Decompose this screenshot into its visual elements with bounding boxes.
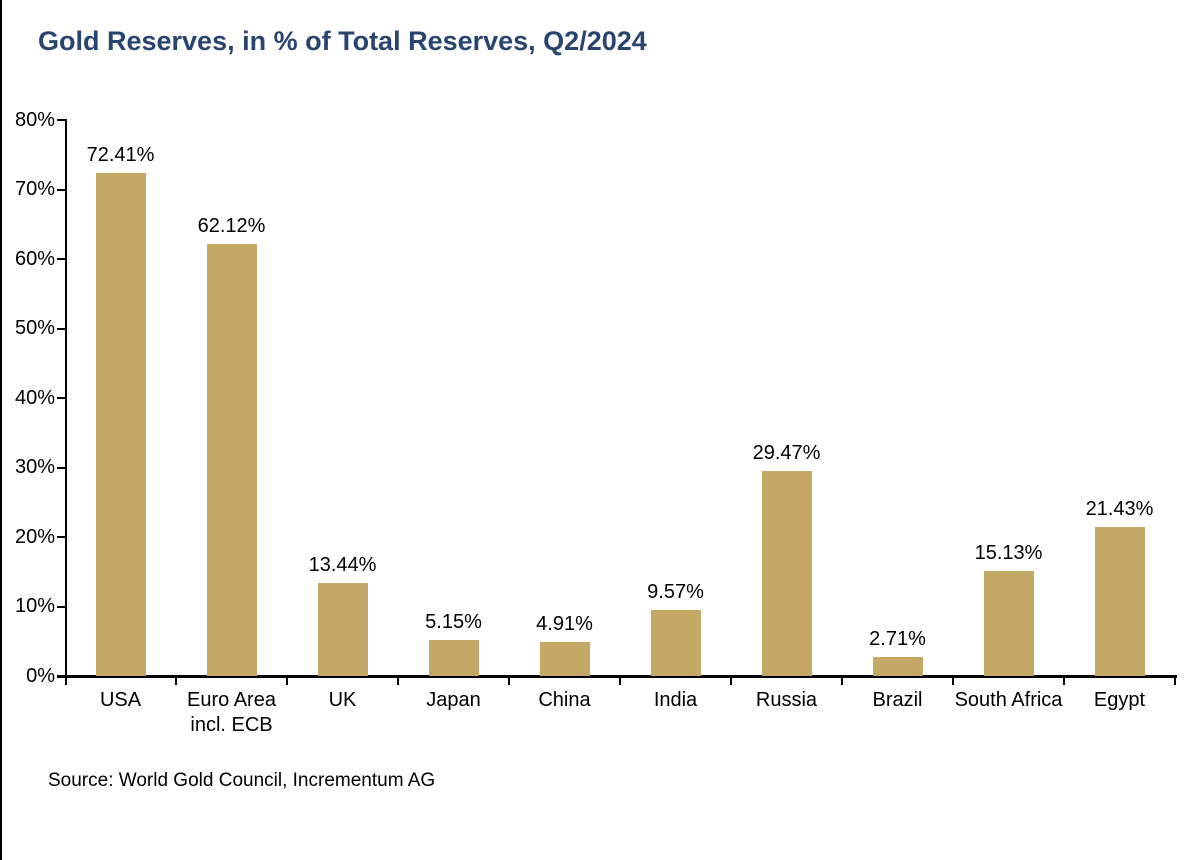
- x-axis-label-china: China: [538, 689, 591, 711]
- bar-euro-area-incl-ecb: [206, 244, 257, 676]
- y-axis-label-0: 0%: [26, 664, 55, 687]
- y-tick-30: [57, 466, 66, 469]
- x-tick-9: [1063, 675, 1065, 685]
- value-label-brazil: 2.71%: [869, 628, 926, 651]
- x-tick-0: [65, 675, 67, 685]
- bar-cell-south-africa: 15.13%: [953, 120, 1064, 676]
- x-axis-label-usa: USA: [99, 689, 142, 711]
- bar-uk: [317, 582, 368, 676]
- bar-south-africa: [983, 570, 1034, 676]
- x-tick-4: [508, 675, 510, 685]
- x-tick-3: [397, 675, 399, 685]
- bar-brazil: [872, 657, 923, 676]
- bar-cell-russia: 29.47%: [731, 120, 842, 676]
- x-axis-label-egypt: Egypt: [1093, 689, 1146, 711]
- x-axis-label-brazil: Brazil: [872, 689, 923, 711]
- y-tick-80: [57, 119, 66, 121]
- value-label-uk: 13.44%: [308, 553, 377, 576]
- x-tick-1: [175, 675, 177, 685]
- x-tick-2: [286, 675, 288, 685]
- bar-cell-brazil: 2.71%: [842, 120, 953, 676]
- x-axis-label-russia: Russia: [755, 689, 818, 711]
- x-tick-8: [952, 675, 954, 685]
- y-tick-0: [57, 675, 66, 677]
- y-tick-50: [57, 327, 66, 330]
- y-tick-60: [57, 258, 66, 260]
- x-axis-label-japan: Japan: [426, 689, 481, 711]
- bar-russia: [761, 471, 812, 676]
- x-axis-label-india: India: [653, 689, 698, 711]
- x-tick-10: [1174, 675, 1176, 685]
- x-axis-line: [57, 675, 1177, 678]
- y-axis-label-10: 10%: [14, 595, 55, 617]
- x-axis-label-south-africa: South Africa: [954, 689, 1063, 711]
- value-label-russia: 29.47%: [752, 442, 821, 465]
- bar-cell-euro-area-incl-ecb: 62.12%: [176, 120, 287, 676]
- y-axis-line: [65, 119, 67, 677]
- source-note: Source: World Gold Council, Incrementum …: [48, 770, 436, 791]
- value-label-euro-area-incl-ecb: 62.12%: [197, 215, 266, 238]
- y-tick-20: [57, 536, 66, 538]
- y-axis-label-30: 30%: [14, 456, 55, 478]
- value-label-india: 9.57%: [647, 580, 704, 603]
- bar-cell-india: 9.57%: [620, 120, 731, 676]
- bar-cell-uk: 13.44%: [287, 120, 398, 676]
- value-label-south-africa: 15.13%: [974, 541, 1043, 564]
- value-label-japan: 5.15%: [425, 611, 482, 634]
- y-tick-10: [57, 605, 66, 608]
- x-tick-5: [619, 675, 621, 685]
- x-tick-6: [730, 675, 732, 685]
- value-label-egypt: 21.43%: [1085, 498, 1154, 521]
- bar-cell-china: 4.91%: [509, 120, 620, 676]
- bar-india: [650, 609, 701, 676]
- bar-cell-egypt: 21.43%: [1064, 120, 1175, 676]
- y-axis-label-60: 60%: [14, 247, 55, 270]
- x-tick-7: [841, 675, 843, 685]
- bar-china: [539, 641, 590, 676]
- y-axis-label-40: 40%: [14, 386, 55, 409]
- bar-japan: [428, 640, 479, 676]
- chart-title: Gold Reserves, in % of Total Reserves, Q…: [38, 26, 647, 56]
- page-left-border: [0, 0, 2, 860]
- bar-cell-japan: 5.15%: [398, 120, 509, 676]
- y-axis-label-70: 70%: [14, 178, 55, 200]
- x-axis-label-euro-area-incl-ecb: Euro Area incl. ECB: [187, 689, 276, 736]
- bar-cell-usa: 72.41%: [65, 120, 176, 676]
- y-tick-40: [57, 397, 66, 399]
- y-axis-label-50: 50%: [14, 317, 55, 339]
- y-tick-70: [57, 188, 66, 191]
- y-axis-label-20: 20%: [14, 525, 55, 548]
- bar-usa: [95, 172, 146, 676]
- bar-egypt: [1094, 527, 1145, 676]
- value-label-china: 4.91%: [536, 612, 593, 635]
- value-label-usa: 72.41%: [86, 143, 155, 166]
- y-axis-label-80: 80%: [14, 108, 55, 131]
- x-axis-label-uk: UK: [328, 689, 357, 711]
